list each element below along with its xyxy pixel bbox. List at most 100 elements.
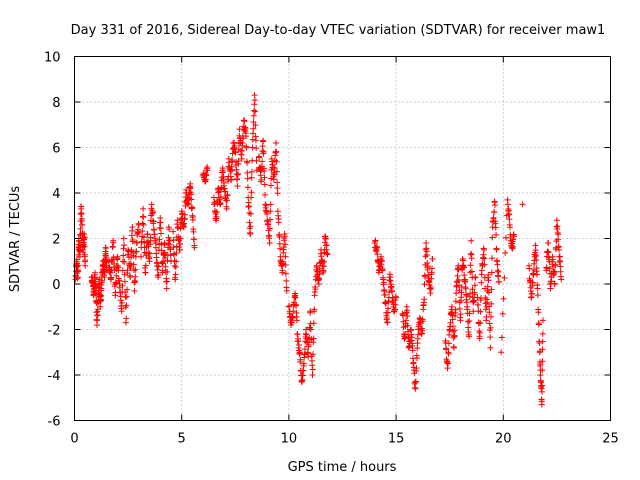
data-point-fill: [301, 351, 308, 358]
data-point: [238, 155, 245, 162]
data-point-fill: [311, 306, 318, 313]
data-point-fill: [203, 172, 210, 179]
data-point-fill: [429, 265, 436, 272]
data-point-fill: [557, 263, 564, 270]
data-point-fill: [535, 309, 542, 316]
data-point-fill: [94, 311, 101, 318]
data-point-fill: [404, 322, 411, 329]
data-point-fill: [535, 321, 542, 328]
data-point-fill: [132, 273, 139, 280]
data-point-fill: [98, 292, 105, 299]
data-point-fill: [506, 210, 513, 217]
data-point-fill: [80, 249, 87, 256]
data-point-fill: [419, 318, 426, 325]
data-point: [545, 240, 552, 247]
axis-ticks: 0 5 10 15 20 25 -6 -4 -2 0 2 4 6 8 10: [44, 51, 619, 447]
data-point-fill: [307, 326, 314, 333]
data-point: [539, 317, 546, 324]
data-point-fill: [142, 269, 149, 276]
data-point-fill: [533, 256, 540, 263]
data-point-fill: [526, 265, 533, 272]
data-point-fill: [219, 169, 226, 176]
data-point: [470, 308, 477, 315]
data-point-fill: [424, 263, 431, 270]
data-point: [283, 287, 290, 294]
data-point: [418, 331, 425, 338]
data-point-fill: [539, 338, 546, 345]
data-point-fill: [409, 347, 416, 354]
data-point-fill: [75, 262, 82, 269]
data-point-fill: [170, 244, 177, 251]
data-point-fill: [229, 158, 236, 165]
chart-title: Day 331 of 2016, Sidereal Day-to-day VTE…: [71, 23, 606, 38]
data-point: [243, 133, 250, 140]
y-tick-label: 2: [52, 233, 60, 248]
data-point-fill: [381, 291, 388, 298]
data-point-fill: [475, 320, 482, 327]
data-point-fill: [316, 265, 323, 272]
x-tick-label: 15: [388, 432, 405, 447]
data-point-fill: [316, 270, 323, 277]
data-point-fill: [129, 238, 136, 245]
data-point-fill: [109, 244, 116, 251]
data-point-fill: [236, 140, 243, 147]
data-point-fill: [217, 200, 224, 207]
data-point-fill: [76, 248, 83, 255]
data-point-fill: [114, 255, 121, 262]
data-point-fill: [190, 228, 197, 235]
data-point-fill: [189, 216, 196, 223]
data-point-fill: [135, 229, 142, 236]
data-point: [129, 224, 136, 231]
data-point-fill: [149, 209, 156, 216]
data-point-fill: [281, 233, 288, 240]
data-point-fill: [485, 289, 492, 296]
data-point: [161, 240, 168, 247]
data-point-fill: [532, 247, 539, 254]
data-point-fill: [159, 267, 166, 274]
data-point-fill: [162, 263, 169, 270]
data-point-fill: [120, 252, 127, 259]
data-point: [313, 262, 320, 269]
data-point-fill: [110, 254, 117, 261]
data-point-fill: [462, 285, 469, 292]
data-point: [273, 139, 280, 146]
data-point-fill: [488, 269, 495, 276]
data-point-fill: [486, 320, 493, 327]
data-point: [210, 194, 217, 201]
data-point-fill: [504, 201, 511, 208]
data-point-fill: [146, 250, 153, 257]
data-point-fill: [164, 251, 171, 258]
data-point-fill: [404, 307, 411, 314]
data-point-fill: [92, 269, 99, 276]
data-point-fill: [554, 229, 561, 236]
data-point-fill: [296, 349, 303, 356]
data-point-fill: [295, 337, 302, 344]
data-point: [487, 344, 494, 351]
data-point: [105, 258, 112, 265]
data-point-fill: [282, 241, 289, 248]
data-point-fill: [117, 297, 124, 304]
data-point-fill: [477, 308, 484, 315]
data-point-fill: [413, 365, 420, 372]
data-point-fill: [221, 179, 228, 186]
data-point-fill: [260, 148, 267, 155]
data-point-fill: [139, 228, 146, 235]
data-point: [223, 205, 230, 212]
data-point-fill: [491, 202, 498, 209]
data-point-fill: [267, 201, 274, 208]
data-point: [234, 183, 241, 190]
data-point-fill: [456, 299, 463, 306]
data-point-fill: [164, 268, 171, 275]
data-point-fill: [471, 297, 478, 304]
data-point-fill: [274, 185, 281, 192]
data-point: [425, 271, 432, 278]
data-point-fill: [463, 292, 470, 299]
data-point-fill: [142, 262, 149, 269]
data-point: [118, 308, 125, 315]
data-point-fill: [539, 382, 546, 389]
data-point-fill: [487, 334, 494, 341]
data-point-fill: [502, 249, 509, 256]
data-point-fill: [385, 305, 392, 312]
x-tick-label: 0: [70, 432, 78, 447]
